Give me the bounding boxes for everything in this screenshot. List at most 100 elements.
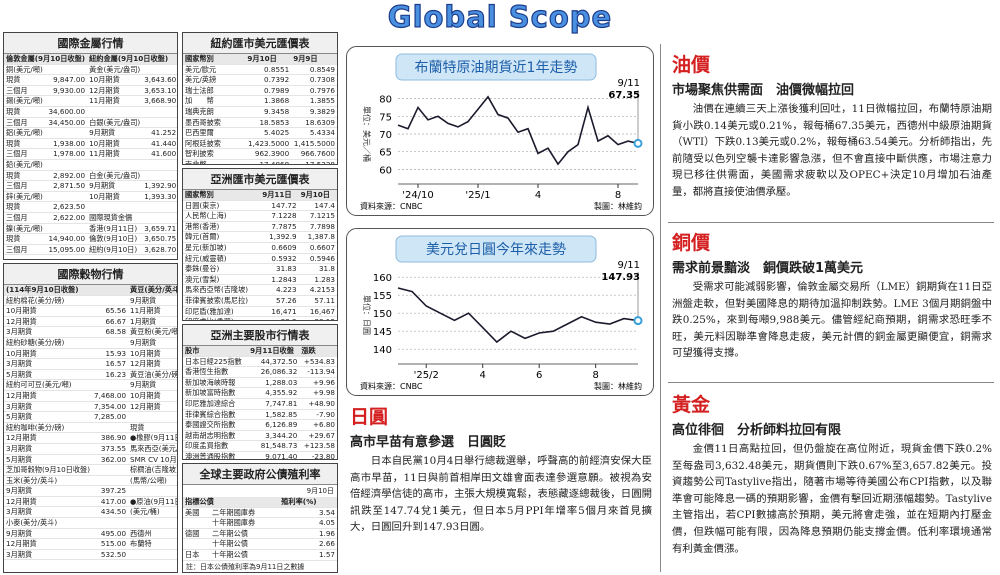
table-row: 十年期國庫券 4.05: [183, 517, 337, 529]
table-title: 全球主要政府公債殖利率: [183, 464, 337, 485]
table-title: 亞洲主要股市行情表: [183, 325, 337, 346]
table-cell: 88.3: [260, 316, 299, 320]
table-cell: [45, 191, 88, 203]
table-cell: 147.72: [260, 200, 299, 212]
table-row: 現貨 2,623.50: [4, 201, 177, 213]
table-cell: [92, 517, 129, 529]
table-cell: 日圓(東京): [183, 200, 261, 212]
table-cell: 9月期貨: [87, 127, 143, 139]
table-cell: 11月期貨: [128, 305, 177, 317]
table-row: 現貨 2,892.00 白金(美元/盎司): [4, 170, 177, 182]
table-cell: 495.00: [92, 528, 129, 540]
table-cell: 14,940.00: [45, 233, 88, 245]
x-tick-label: 4: [535, 190, 541, 201]
table-cell: [92, 464, 129, 476]
end-point: [633, 316, 643, 326]
table-cell: 南非幣: [183, 159, 246, 164]
article-heading: 銅價: [672, 232, 711, 254]
table-cell: 81,548.73: [248, 440, 300, 452]
table-cell: [92, 422, 129, 434]
table-cell: 鋁(美元/噸): [4, 127, 46, 139]
article: 日圓 高市早苗有意參選 日圓貶 日本自民黨10月4日舉行總裁選舉，呼聲高的前經濟…: [350, 402, 652, 536]
table-cell: 5月期貨: [4, 411, 93, 423]
masthead: Global Scope: [387, 0, 613, 35]
table-cell: [128, 411, 177, 423]
table-row: 菲律賓披索(馬尼拉) 57.26 57.11: [183, 295, 337, 307]
table-row: 三個月 15,095.00 紐約(9月10日) 3,628.70: [4, 244, 177, 256]
table-row: 三個月 9,930.00 12月期貨 3,653.10: [4, 85, 177, 97]
table-cell: 3月期貨: [4, 549, 93, 561]
table-cell: 16,467: [298, 306, 337, 318]
y-axis-label: 單位：日圓: [362, 295, 372, 335]
table-row: 馬來西亞幣(吉隆坡) 4.223 4.2153: [183, 284, 337, 296]
x-tick-label: '24/10: [402, 190, 434, 201]
y-tick-label: 70: [379, 130, 392, 141]
table-title: 國際穀物行情: [4, 264, 177, 285]
table-cell: 紐約棉花(美分/磅): [4, 295, 93, 307]
table-cell: 11月期貨: [87, 95, 143, 107]
table-cell: 1,978.00: [45, 148, 88, 160]
header-cell: 國家幣別: [183, 190, 261, 201]
table-cell: [45, 223, 88, 235]
article-heading: 油價: [672, 54, 711, 76]
table-cell: 10月期貨: [87, 74, 143, 86]
table-row: 巴西里爾 5.4025 5.4334: [183, 127, 337, 139]
table-cell: 9月期貨: [4, 485, 93, 497]
table-cell: 香港恆生指數: [183, 366, 249, 378]
annotation-value: 147.93: [601, 272, 640, 283]
metals-box: 國際金屬行情 倫敦金屬(9月10日收盤) 紐約金屬(9月10日收盤) 銅(美元/噸) 黃…: [3, 32, 178, 260]
article-heading: 日圓: [350, 406, 389, 428]
table-cell: 373.55: [92, 443, 129, 455]
table-cell: 9月期貨: [128, 295, 177, 307]
table-cell: 0.8549: [291, 64, 337, 76]
table-cell: 16.23: [92, 369, 129, 381]
table-cell: 1.2843: [260, 274, 299, 286]
table-row: 星元(新加坡) 0.6609 0.6607: [183, 242, 337, 254]
source: 資料來源：CNBC: [360, 381, 423, 391]
y-tick-label: 145: [373, 327, 392, 338]
divider: [660, 44, 661, 572]
table-cell: 1,582.85: [248, 409, 300, 421]
header-cell: 9月10日: [245, 54, 292, 65]
y-axis-label: 單位：美元／桶: [362, 106, 372, 162]
article-subheading: 高市早苗有意參選 日圓貶: [350, 435, 507, 450]
header-cell: 漲跌: [299, 346, 337, 357]
table-cell: 0.5932: [260, 253, 299, 265]
table-cell: 0.7308: [291, 74, 337, 86]
table-cell: (馬幣/公噸): [128, 475, 177, 487]
table-row: 鉛(美元/噸): [4, 159, 177, 171]
table-cell: 68.58: [92, 326, 129, 338]
table-cell: [128, 485, 177, 497]
data-line: [397, 287, 639, 344]
table-cell: 黃金(美元/盎司): [87, 64, 143, 76]
table-cell: 玉米(美分/英斗): [4, 475, 93, 487]
table-cell: 34,450.00: [45, 117, 88, 129]
table-row: 銅(美元/噸) 黃金(美元/盎司): [4, 64, 177, 76]
table-cell: 澳元(雪梨): [183, 274, 261, 286]
table-cell: [92, 295, 129, 307]
table-cell: 現貨: [4, 233, 46, 245]
header-cell: 黃豆(美分/英斗): [128, 285, 177, 296]
table-title: 亞洲匯市美元匯價表: [183, 169, 337, 190]
table-cell: 印度盧比(孟買): [183, 316, 261, 320]
table-cell: [45, 127, 88, 139]
table-cell: +29.67: [299, 430, 337, 442]
table-cell: 5月期貨: [4, 454, 93, 466]
table-cell: 芝加哥穀物(9月10日收盤): [4, 464, 93, 476]
table-cell: 現貨: [4, 106, 46, 118]
table-cell: 馬來西亞幣(吉隆坡): [183, 284, 261, 296]
table: 股市 9月11日收盤 漲跌 日本日經225指數 44,372.50 +534.83 香港恆生…: [183, 346, 337, 459]
table-row: 印尼雅加達綜合 7,747.81 +48.90: [183, 398, 337, 410]
chart-title: 美元兌日圓今年來走勢: [426, 242, 566, 258]
chart-frame: [346, 46, 654, 216]
table-row: 鋅(美元/噸) 10月期貨 1,393.30: [4, 191, 177, 203]
table-cell: 香港(9月11日): [87, 223, 143, 235]
table-row: 智利披索 962.3900 966.7600: [183, 148, 337, 160]
table-cell: 紐約可可豆(美元/噸): [4, 379, 93, 391]
table-cell: [142, 64, 177, 76]
article: 銅價 需求前景黯淡 銅價跌破1萬美元 受需求可能減弱影響，倫敦金屬交易所（LME…: [672, 228, 992, 362]
end-point: [633, 138, 643, 148]
